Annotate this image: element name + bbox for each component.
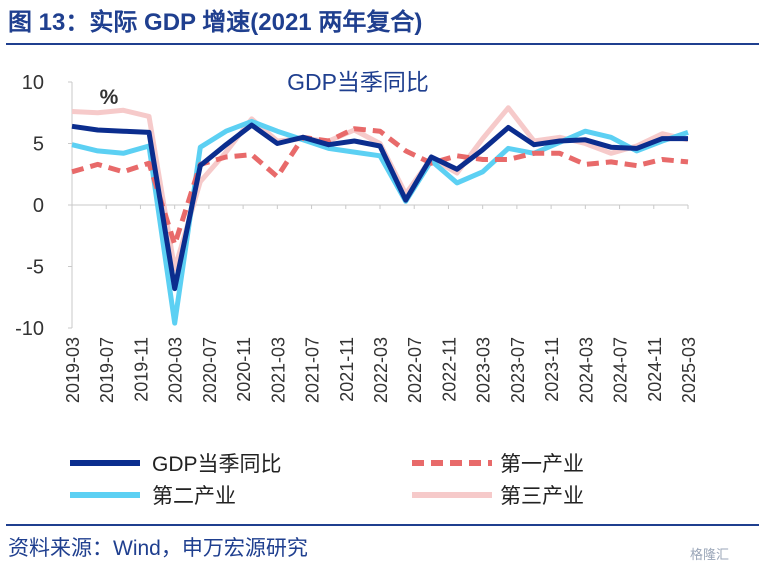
- x-tick-label: 2021-11: [337, 337, 357, 402]
- series-line: [71, 118, 689, 326]
- x-tick-label: 2020-03: [166, 337, 186, 403]
- x-tick-label: 2023-11: [542, 337, 562, 402]
- legend-label: 第二产业: [152, 485, 236, 508]
- legend-label: 第三产业: [500, 485, 584, 508]
- x-tick-label: 2021-03: [268, 337, 288, 403]
- x-tick-label: 2020-11: [234, 337, 254, 402]
- x-tick-label: 2022-07: [405, 337, 425, 403]
- y-tick-label: 0: [33, 195, 44, 217]
- y-tick-label: -5: [26, 257, 44, 279]
- watermark: 格隆汇: [690, 547, 730, 562]
- x-tick-label: 2021-07: [303, 337, 323, 403]
- y-tick-label: 10: [22, 72, 44, 94]
- x-tick-label: 2024-11: [645, 337, 665, 402]
- x-tick-label: 2019-03: [63, 337, 83, 403]
- chart-title: GDP当季同比: [287, 69, 429, 95]
- x-tick-label: 2022-11: [439, 337, 459, 402]
- series-line: [71, 122, 688, 292]
- x-tick-label: 2024-03: [576, 337, 596, 403]
- legend-label: GDP当季同比: [152, 453, 282, 476]
- gdp-growth-chart: GDP当季同比 % 10 5 0 -5 -10 2019-03 2019-07 2019-11…: [15, 69, 699, 508]
- x-tick-label: 2024-07: [611, 337, 631, 403]
- y-tick-label: -10: [15, 318, 44, 340]
- x-tick-label: 2019-11: [131, 337, 151, 402]
- x-tick-label: 2023-03: [474, 337, 494, 403]
- source-divider: [6, 524, 759, 526]
- y-tick-label: 5: [33, 134, 44, 156]
- x-tick-label: 2023-07: [508, 337, 528, 403]
- figure-title: 图 13：实际 GDP 增速(2021 两年复合): [8, 9, 423, 36]
- x-tick-label: 2025-03: [679, 337, 699, 403]
- x-tick-label: 2022-03: [371, 337, 391, 403]
- x-tick-label: 2020-07: [200, 337, 220, 403]
- series-line: [71, 126, 689, 247]
- title-divider: [6, 43, 759, 45]
- source-note: 资料来源：Wind，申万宏源研究: [8, 537, 308, 560]
- unit-label: %: [100, 86, 119, 109]
- x-tick-label: 2019-07: [97, 337, 117, 403]
- legend-label: 第一产业: [500, 453, 584, 476]
